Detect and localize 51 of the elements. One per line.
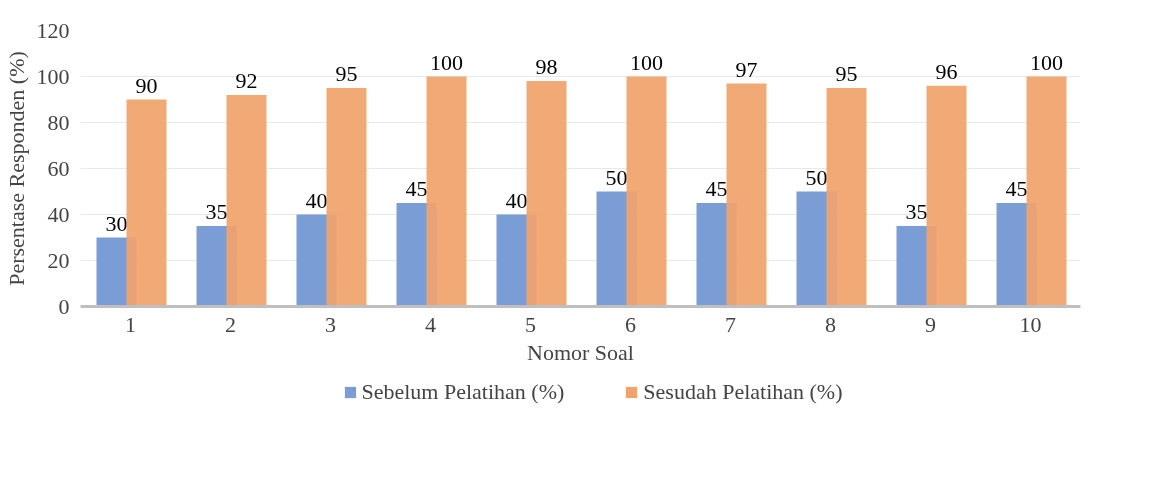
data-label: 45 — [405, 176, 428, 202]
y-tick-label: 80 — [47, 109, 70, 135]
bar — [826, 88, 867, 307]
x-tick-label: 8 — [825, 311, 836, 337]
data-label: 100 — [430, 49, 463, 75]
legend-label: Sebelum Pelatihan (%) — [361, 379, 565, 405]
data-label: 92 — [235, 68, 258, 93]
data-label: 95 — [835, 61, 858, 87]
x-axis-title: Nomor Soal — [527, 339, 634, 365]
x-tick-label: 5 — [525, 311, 536, 337]
data-label: 40 — [305, 187, 328, 213]
y-tick-label: 0 — [58, 293, 70, 319]
data-label: 40 — [505, 187, 528, 213]
legend-label: Sesudah Pelatihan (%) — [643, 379, 843, 405]
data-label: 95 — [335, 61, 358, 87]
data-label: 35 — [205, 199, 228, 225]
x-tick-label: 3 — [325, 311, 336, 337]
x-tick-label: 10 — [1019, 311, 1042, 337]
bar — [726, 83, 767, 307]
data-label: 50 — [605, 164, 628, 190]
data-label: 97 — [735, 56, 758, 82]
bar — [226, 94, 267, 307]
data-label: 45 — [1005, 176, 1028, 202]
bar — [126, 99, 167, 307]
y-tick-label: 100 — [36, 63, 70, 89]
x-tick-label: 1 — [125, 311, 136, 337]
x-tick-label: 9 — [925, 311, 936, 337]
data-label: 35 — [905, 199, 928, 225]
x-tick-label: 6 — [625, 311, 636, 337]
bar — [426, 76, 467, 307]
data-label: 90 — [135, 72, 158, 98]
bar — [326, 88, 367, 307]
x-tick-label: 7 — [725, 311, 736, 337]
y-tick-label: 40 — [47, 201, 70, 227]
bar — [926, 85, 967, 307]
data-label: 100 — [1030, 49, 1063, 75]
y-tick-label: 120 — [36, 17, 70, 43]
data-label: 45 — [705, 176, 728, 202]
data-label: 100 — [630, 49, 663, 75]
y-tick-label: 60 — [47, 155, 70, 181]
y-axis-title: Persentase Responden (%) — [3, 51, 29, 286]
x-tick-label: 4 — [425, 311, 436, 337]
x-tick-label: 2 — [225, 311, 236, 337]
data-label: 30 — [105, 210, 128, 236]
data-label: 96 — [935, 58, 958, 84]
bar — [1026, 76, 1067, 307]
data-label: 50 — [805, 164, 828, 190]
bar — [526, 81, 567, 307]
y-tick-label: 20 — [47, 247, 70, 273]
bar — [626, 76, 667, 307]
data-label: 98 — [535, 54, 558, 80]
